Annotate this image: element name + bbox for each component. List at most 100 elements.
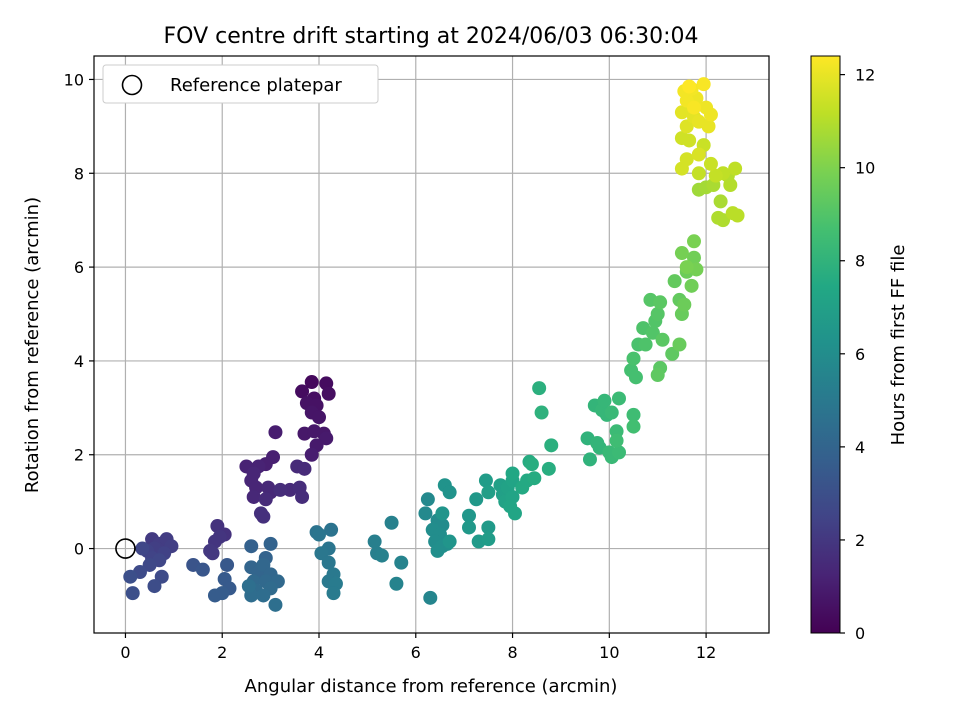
colorbar-tick-label: 6 [855, 345, 865, 364]
data-point [684, 278, 699, 293]
data-point [604, 405, 619, 420]
data-point [326, 586, 341, 601]
data-point [321, 555, 336, 570]
data-point [442, 485, 457, 500]
data-point [295, 489, 310, 504]
colorbar: 0 2 4 6 8 10 12 Hours from first FF file [810, 55, 909, 643]
data-point [674, 105, 689, 120]
data-point [205, 546, 220, 561]
data-point [324, 522, 339, 537]
data-point [125, 586, 140, 601]
data-point [626, 407, 641, 422]
data-point [367, 534, 382, 549]
data-point [687, 234, 701, 249]
data-point [655, 332, 670, 347]
data-point [312, 527, 326, 542]
data-point [295, 384, 310, 399]
x-axis: 0 2 4 6 8 10 12 [120, 633, 716, 662]
legend: Reference platepar [102, 64, 379, 104]
data-point [650, 307, 665, 322]
data-point [716, 213, 731, 228]
data-point [268, 425, 283, 440]
colorbar-ticks: 0 2 4 6 8 10 12 [840, 66, 875, 643]
plot-frame [93, 55, 770, 634]
data-point [626, 419, 641, 434]
data-point [677, 297, 692, 312]
data-point [527, 471, 542, 486]
data-point [674, 161, 689, 176]
y-tick-label: 0 [74, 540, 84, 559]
colorbar-label: Hours from first FF file [888, 245, 909, 446]
data-point [505, 466, 520, 481]
data-point [220, 557, 235, 572]
data-point [628, 370, 643, 385]
colorbar-tick-label: 12 [855, 66, 875, 85]
data-point [674, 131, 689, 146]
data-point [321, 386, 336, 401]
data-point [696, 77, 711, 92]
data-point [273, 482, 288, 497]
data-point [268, 597, 283, 612]
data-point [507, 506, 522, 521]
y-tick-label: 6 [74, 258, 84, 277]
y-tick-label: 4 [74, 352, 84, 371]
data-point [672, 337, 687, 352]
data-point [256, 588, 271, 603]
data-point [524, 457, 539, 472]
data-point [123, 569, 138, 584]
colorbar-tick-label: 2 [855, 531, 865, 550]
data-point [682, 79, 697, 94]
data-point [699, 100, 714, 115]
legend-label: Reference platepar [170, 75, 342, 96]
data-point [374, 548, 389, 563]
reference-marker [115, 538, 136, 559]
data-point [420, 492, 435, 507]
colorbar-tick-label: 8 [855, 252, 865, 271]
y-tick-label: 2 [74, 446, 84, 465]
y-tick-label: 10 [64, 70, 84, 89]
y-axis-label: Rotation from reference (arcmin) [22, 197, 43, 493]
data-point [544, 438, 559, 453]
data-point [312, 410, 326, 425]
data-point [384, 515, 399, 530]
data-point [626, 351, 641, 366]
data-point [142, 557, 157, 572]
x-tick-label: 8 [507, 643, 517, 662]
x-tick-label: 0 [120, 643, 130, 662]
data-point [703, 156, 718, 171]
data-point [691, 147, 706, 162]
data-point [195, 562, 210, 577]
colorbar-tick-label: 4 [855, 438, 865, 457]
data-point [481, 485, 496, 500]
x-tick-label: 12 [696, 643, 716, 662]
x-tick-label: 6 [411, 643, 421, 662]
y-axis: 0 2 4 6 8 10 [64, 70, 94, 559]
data-point [612, 445, 626, 460]
data-point [534, 405, 549, 420]
data-point [442, 534, 457, 549]
x-tick-label: 10 [599, 643, 619, 662]
grid-lines [94, 56, 769, 633]
data-point [701, 119, 716, 134]
data-point [674, 246, 689, 261]
data-point [730, 208, 745, 223]
data-points [123, 77, 745, 612]
data-point [430, 543, 445, 558]
data-point [244, 539, 259, 554]
data-point [667, 274, 682, 289]
data-point [638, 337, 653, 352]
data-point [258, 492, 273, 507]
legend-marker-icon [121, 74, 143, 96]
data-point [541, 461, 556, 476]
data-point [650, 367, 665, 382]
data-point [462, 508, 476, 523]
y-tick-label: 8 [74, 164, 84, 183]
data-point [435, 506, 450, 521]
data-point [481, 520, 496, 535]
data-point [147, 579, 162, 594]
data-point [319, 431, 334, 446]
data-point [532, 381, 547, 396]
data-point [582, 452, 597, 467]
data-point [135, 541, 150, 556]
